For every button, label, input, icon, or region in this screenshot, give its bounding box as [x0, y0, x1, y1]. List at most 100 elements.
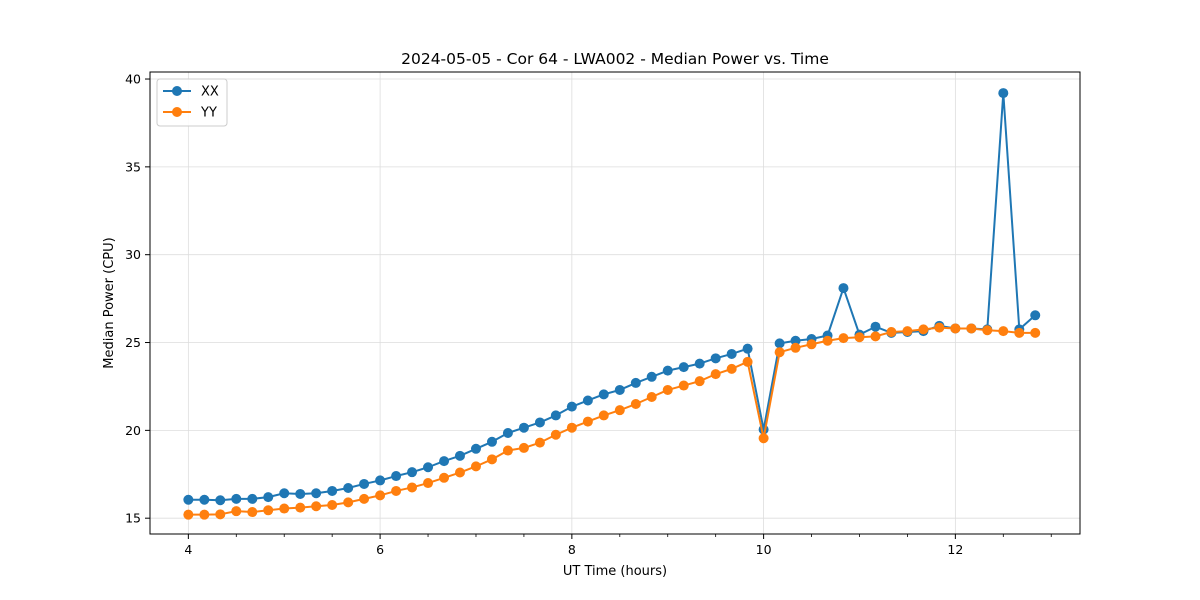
- y-tick-label: 20: [125, 423, 141, 438]
- data-point-yy: [231, 506, 242, 517]
- data-point-yy: [199, 509, 210, 520]
- data-point-xx: [790, 335, 801, 346]
- data-point-xx: [199, 494, 210, 505]
- data-point-xx: [423, 462, 434, 473]
- data-point-xx: [838, 283, 849, 294]
- data-point-yy: [327, 500, 338, 511]
- legend-label-xx: XX: [201, 85, 219, 100]
- data-point-xx: [598, 389, 609, 400]
- data-point-xx: [630, 377, 641, 388]
- series-layer: [183, 88, 1041, 520]
- data-point-xx: [391, 471, 402, 482]
- data-point-xx: [742, 343, 753, 354]
- data-point-xx: [454, 450, 465, 461]
- data-point-yy: [502, 445, 513, 456]
- data-point-yy: [582, 416, 593, 427]
- legend-label-yy: YY: [200, 106, 217, 121]
- data-point-yy: [742, 356, 753, 367]
- data-point-yy: [614, 405, 625, 416]
- data-point-xx: [247, 493, 258, 504]
- y-axis-label: Median Power (CPU): [102, 237, 117, 368]
- data-point-yy: [758, 433, 769, 444]
- data-point-yy: [295, 502, 306, 513]
- data-point-yy: [870, 331, 881, 342]
- data-point-xx: [359, 478, 370, 489]
- data-point-yy: [423, 478, 434, 489]
- data-point-xx: [327, 485, 338, 496]
- legend: XX YY: [156, 78, 228, 127]
- data-point-xx: [375, 475, 386, 486]
- data-point-yy: [726, 363, 737, 374]
- data-point-yy: [806, 339, 817, 350]
- grid: [150, 72, 1080, 534]
- data-point-xx: [231, 493, 242, 504]
- data-point-xx: [678, 362, 689, 373]
- data-point-xx: [870, 321, 881, 332]
- data-point-xx: [582, 395, 593, 406]
- data-point-yy: [838, 333, 849, 344]
- data-point-xx: [470, 443, 481, 454]
- data-point-xx: [998, 88, 1009, 99]
- data-point-yy: [934, 322, 945, 333]
- data-point-yy: [598, 410, 609, 421]
- data-point-yy: [710, 369, 721, 380]
- data-point-yy: [407, 482, 418, 493]
- data-point-yy: [998, 326, 1009, 337]
- data-point-yy: [518, 442, 529, 453]
- data-point-yy: [646, 391, 657, 402]
- x-tick-label: 4: [184, 542, 192, 557]
- y-tick-label: 30: [125, 247, 141, 262]
- data-point-yy: [662, 384, 673, 395]
- data-point-yy: [486, 454, 497, 465]
- data-point-yy: [902, 326, 913, 337]
- data-point-yy: [950, 323, 961, 334]
- data-point-yy: [854, 332, 865, 343]
- data-point-xx: [518, 422, 529, 433]
- data-point-yy: [470, 461, 481, 472]
- data-point-yy: [343, 497, 354, 508]
- x-tick-label: 12: [947, 542, 963, 557]
- data-point-yy: [534, 437, 545, 448]
- data-point-xx: [502, 427, 513, 438]
- data-point-xx: [566, 401, 577, 412]
- data-point-yy: [678, 380, 689, 391]
- chart-title: 2024-05-05 - Cor 64 - LWA002 - Median Po…: [401, 50, 829, 68]
- data-point-yy: [774, 347, 785, 358]
- data-point-xx: [343, 482, 354, 493]
- data-point-yy: [1030, 327, 1041, 338]
- data-point-yy: [183, 509, 194, 520]
- data-point-xx: [486, 436, 497, 447]
- data-point-yy: [550, 429, 561, 440]
- data-point-yy: [694, 376, 705, 387]
- data-point-yy: [311, 501, 322, 512]
- data-point-xx: [263, 492, 274, 503]
- data-point-yy: [359, 493, 370, 504]
- data-point-xx: [1030, 310, 1041, 321]
- data-point-xx: [183, 494, 194, 505]
- data-point-xx: [215, 495, 226, 506]
- legend-marker-yy: [172, 107, 182, 117]
- data-point-xx: [710, 353, 721, 364]
- data-point-yy: [918, 324, 929, 335]
- plot-frame: [149, 71, 1081, 535]
- x-axis-label: UT Time (hours): [563, 564, 667, 579]
- data-point-xx: [279, 488, 290, 499]
- data-point-yy: [215, 509, 226, 520]
- data-point-xx: [295, 488, 306, 499]
- data-point-yy: [1014, 327, 1025, 338]
- data-point-yy: [790, 342, 801, 353]
- data-point-yy: [886, 326, 897, 337]
- data-point-yy: [566, 422, 577, 433]
- data-point-xx: [550, 410, 561, 421]
- data-point-xx: [439, 456, 450, 467]
- data-point-yy: [279, 503, 290, 514]
- data-point-xx: [534, 417, 545, 428]
- data-point-xx: [694, 358, 705, 369]
- y-tick-label: 40: [125, 72, 141, 87]
- data-point-xx: [614, 384, 625, 395]
- data-point-xx: [662, 365, 673, 376]
- x-tick-label: 8: [568, 542, 576, 557]
- data-point-yy: [822, 335, 833, 346]
- axis-ticks: 4 6 8 10 12 15 20 25 30 35 40: [125, 72, 1052, 557]
